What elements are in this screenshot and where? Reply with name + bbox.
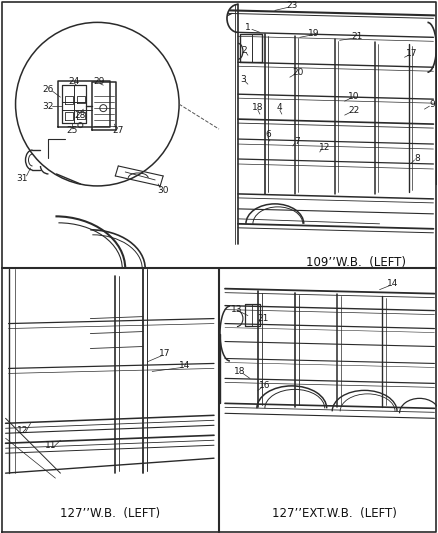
Text: 14: 14: [180, 361, 191, 370]
Text: 30: 30: [157, 187, 169, 196]
Text: 23: 23: [286, 1, 297, 10]
Text: 109’’W.B.  (LEFT): 109’’W.B. (LEFT): [306, 256, 406, 269]
Text: 1: 1: [245, 23, 251, 32]
Text: 24: 24: [69, 77, 80, 86]
Text: 21: 21: [257, 314, 268, 323]
Text: 22: 22: [348, 106, 359, 115]
Text: 21: 21: [351, 32, 362, 41]
Text: 8: 8: [415, 154, 420, 163]
Text: 32: 32: [43, 102, 54, 111]
Text: 3: 3: [240, 75, 246, 84]
Text: 6: 6: [265, 130, 271, 139]
Text: 16: 16: [259, 381, 271, 390]
Text: 127’’W.B.  (LEFT): 127’’W.B. (LEFT): [60, 506, 160, 520]
Text: 18: 18: [234, 367, 246, 376]
Text: 14: 14: [387, 279, 398, 288]
Text: 127’’EXT.W.B.  (LEFT): 127’’EXT.W.B. (LEFT): [272, 506, 397, 520]
Text: 18: 18: [252, 103, 264, 111]
Text: 17: 17: [159, 349, 171, 358]
Text: 12: 12: [319, 142, 330, 151]
Text: 26: 26: [43, 85, 54, 94]
Text: 29: 29: [94, 77, 105, 86]
Text: 31: 31: [17, 174, 28, 183]
Text: 20: 20: [292, 68, 304, 77]
Text: 19: 19: [308, 29, 319, 38]
Text: 4: 4: [277, 103, 283, 111]
Text: 2: 2: [241, 46, 247, 55]
Text: 17: 17: [406, 49, 417, 58]
Text: 10: 10: [348, 92, 360, 101]
Text: 13: 13: [231, 305, 243, 314]
Text: 11: 11: [45, 441, 56, 450]
Text: 28: 28: [75, 111, 86, 119]
Text: 9: 9: [430, 100, 435, 109]
Text: 7: 7: [294, 136, 300, 146]
Text: 12: 12: [17, 426, 28, 435]
Text: 25: 25: [67, 126, 78, 134]
Text: 27: 27: [113, 126, 124, 134]
